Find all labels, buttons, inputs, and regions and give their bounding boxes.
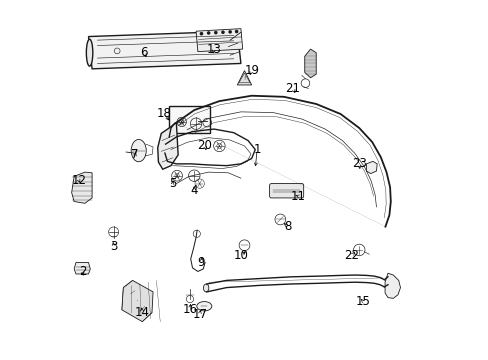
Text: 23: 23 xyxy=(351,157,366,170)
Polygon shape xyxy=(384,273,400,298)
Text: 2: 2 xyxy=(79,265,86,278)
Text: 6: 6 xyxy=(140,46,147,59)
Ellipse shape xyxy=(131,139,146,162)
Ellipse shape xyxy=(86,39,93,66)
Polygon shape xyxy=(158,123,178,169)
Polygon shape xyxy=(304,49,316,78)
Text: 5: 5 xyxy=(169,177,176,190)
Text: 12: 12 xyxy=(71,174,86,186)
Circle shape xyxy=(199,32,203,36)
Polygon shape xyxy=(366,161,376,174)
Text: 18: 18 xyxy=(156,107,171,120)
Polygon shape xyxy=(74,262,90,274)
Text: 20: 20 xyxy=(197,139,212,152)
Text: !: ! xyxy=(243,76,245,81)
Text: 8: 8 xyxy=(283,220,291,233)
Polygon shape xyxy=(196,29,242,51)
Circle shape xyxy=(221,31,224,34)
Circle shape xyxy=(228,30,231,34)
Polygon shape xyxy=(237,71,251,85)
Text: 17: 17 xyxy=(192,308,207,321)
Circle shape xyxy=(214,31,217,35)
Text: 15: 15 xyxy=(355,296,370,309)
Text: 14: 14 xyxy=(135,306,149,319)
Text: 7: 7 xyxy=(131,148,139,161)
Polygon shape xyxy=(122,280,153,321)
Polygon shape xyxy=(72,172,92,203)
Text: 16: 16 xyxy=(182,303,197,316)
Text: 19: 19 xyxy=(244,64,259,77)
Text: 13: 13 xyxy=(206,42,221,55)
Text: 3: 3 xyxy=(110,240,117,253)
Bar xyxy=(169,107,210,134)
Ellipse shape xyxy=(203,284,208,292)
Circle shape xyxy=(206,31,210,35)
Polygon shape xyxy=(88,31,241,69)
Text: 4: 4 xyxy=(190,184,198,197)
Text: 9: 9 xyxy=(197,256,205,269)
Text: 22: 22 xyxy=(344,249,359,262)
Circle shape xyxy=(234,30,238,33)
Text: 10: 10 xyxy=(233,249,248,262)
Ellipse shape xyxy=(196,302,211,311)
Text: 1: 1 xyxy=(253,143,260,156)
Text: 21: 21 xyxy=(285,82,300,95)
Text: 11: 11 xyxy=(290,190,305,203)
FancyBboxPatch shape xyxy=(269,184,303,198)
